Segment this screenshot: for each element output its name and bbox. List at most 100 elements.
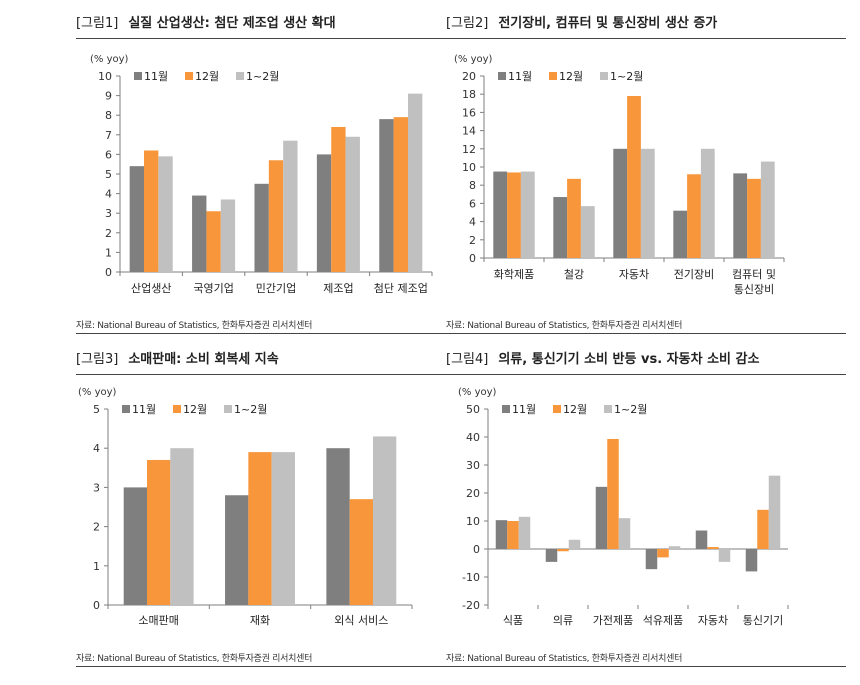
bar [745, 549, 758, 572]
figure-title: [그림3] 소매판매: 소비 회복세 지속 [76, 348, 476, 374]
y-tick-label: 5 [93, 403, 100, 416]
legend-label: 12월 [559, 70, 583, 83]
figure-panel-4: [그림4] 의류, 통신기기 소비 반등 vs. 자동차 소비 감소 (% yoy… [446, 348, 846, 673]
legend-label: 12월 [563, 403, 587, 416]
legend-label: 1~2월 [610, 70, 643, 83]
figure-tag: [그림2] [446, 16, 489, 31]
bar [613, 148, 628, 258]
figure-title-text: 의류, 통신기기 소비 반등 vs. 자동차 소비 감소 [498, 352, 760, 367]
bar [129, 166, 145, 272]
y-tick-label: 30 [466, 459, 480, 472]
bar [747, 178, 761, 258]
legend-swatch [122, 405, 130, 413]
bar [326, 448, 350, 605]
x-category-label: 가전제품 [593, 614, 633, 627]
y-tick-label: 10 [466, 515, 480, 528]
legend-label: 11월 [508, 70, 532, 83]
y-tick-label: 7 [105, 129, 112, 142]
x-category-label: 첨단 제조업 [374, 282, 428, 295]
y-tick-label: 20 [466, 487, 480, 500]
bar [668, 546, 681, 549]
legend-swatch [173, 405, 181, 413]
figure-panel-2: [그림2] 전기장비, 컴퓨터 및 통신장비 생산 증가 (% yoy) 0 2 4 6 8… [446, 12, 846, 334]
x-category-label: 산업생산 [131, 282, 171, 295]
x-category-label: 외식 서비스 [334, 614, 388, 627]
bar [225, 495, 249, 605]
bar [520, 171, 535, 258]
y-tick-label: 0 [469, 252, 476, 265]
y-tick-label: 18 [462, 88, 476, 101]
bar [507, 172, 521, 258]
bar [553, 197, 568, 258]
x-category-label: 화학제품 [494, 268, 534, 281]
y-tick-label: 0 [473, 543, 480, 556]
legend-label: 12월 [183, 403, 207, 416]
bar [768, 475, 781, 549]
source-divider [76, 333, 476, 334]
figure-panel-1: [그림1] 실질 산업생산: 첨단 제조업 생산 확대 (% yoy) 0 1 2 3 4 5… [76, 12, 476, 334]
x-category-label: 식품 [503, 614, 523, 627]
x-category-label: 재화 [250, 614, 270, 627]
y-tick-label: 0 [105, 266, 112, 279]
source-divider [446, 666, 846, 667]
bar [123, 487, 148, 605]
bar [595, 486, 608, 549]
legend-swatch [498, 72, 506, 80]
source-divider [446, 333, 846, 334]
figure-title-text: 소매판매: 소비 회복세 지속 [128, 352, 279, 367]
y-tick-label: 1 [93, 560, 100, 573]
y-tick-label: 50 [466, 403, 480, 416]
title-divider [76, 374, 476, 375]
legend-label: 11월 [512, 403, 536, 416]
y-tick-label: 4 [93, 442, 100, 455]
figure-title: [그림2] 전기장비, 컴퓨터 및 통신장비 생산 증가 [446, 12, 846, 38]
bar [718, 549, 731, 562]
source-note: 자료: National Bureau of Statistics, 한화투자증… [446, 321, 683, 331]
bar [393, 117, 408, 272]
x-category-label: 자동차 [619, 268, 649, 281]
figure-tag: [그림1] [76, 16, 119, 31]
bar [545, 549, 558, 562]
x-category-label: 전기장비 [674, 268, 714, 281]
bar [206, 211, 221, 272]
x-category-label: 컴퓨터 및 [732, 268, 776, 281]
x-category-label: 의류 [553, 614, 573, 627]
y-tick-label: 3 [93, 481, 100, 494]
legend-label: 1~2월 [234, 403, 267, 416]
bar [349, 499, 373, 605]
y-tick-label: -20 [462, 599, 480, 612]
bar [331, 126, 346, 273]
legend-swatch [185, 72, 193, 80]
y-tick-label: 2 [105, 227, 112, 240]
bar [557, 549, 569, 552]
bar [345, 136, 360, 272]
figure-title-text: 전기장비, 컴퓨터 및 통신장비 생산 증가 [498, 16, 718, 31]
bar [673, 210, 688, 258]
legend-label: 11월 [144, 70, 168, 83]
title-divider [446, 374, 846, 375]
bar [372, 436, 397, 605]
y-tick-label: 6 [105, 148, 112, 161]
y-tick-label: 12 [462, 143, 476, 156]
figure-title: [그림1] 실질 산업생산: 첨단 제조업 생산 확대 [76, 12, 476, 38]
legend-label: 1~2월 [614, 403, 647, 416]
bar-chart: (% yoy) -20 -10 0 10 20 30 40 50 식품 의류 가전제품 석유제품 자동차 통… [458, 387, 789, 627]
y-tick-label: 4 [105, 188, 112, 201]
y-tick-label: 0 [93, 599, 100, 612]
y-tick-label: 2 [93, 521, 100, 534]
bar [640, 148, 655, 258]
y-tick-label: 8 [469, 179, 476, 192]
bar [568, 539, 581, 549]
figure-tag: [그림4] [446, 352, 489, 367]
y-tick-label: 8 [105, 109, 112, 122]
x-category-label: 석유제품 [643, 614, 683, 627]
y-tick-label: 9 [105, 90, 112, 103]
figure-title: [그림4] 의류, 통신기기 소비 반등 vs. 자동차 소비 감소 [446, 348, 846, 374]
bar [567, 178, 581, 258]
x-category-label: 제조업 [323, 282, 353, 295]
x-category-label: 소매판매 [138, 614, 178, 627]
bar [760, 161, 775, 258]
x-category-label: 철강 [564, 268, 584, 281]
x-category-label: 국영기업 [193, 282, 233, 295]
y-tick-label: 3 [105, 207, 112, 220]
